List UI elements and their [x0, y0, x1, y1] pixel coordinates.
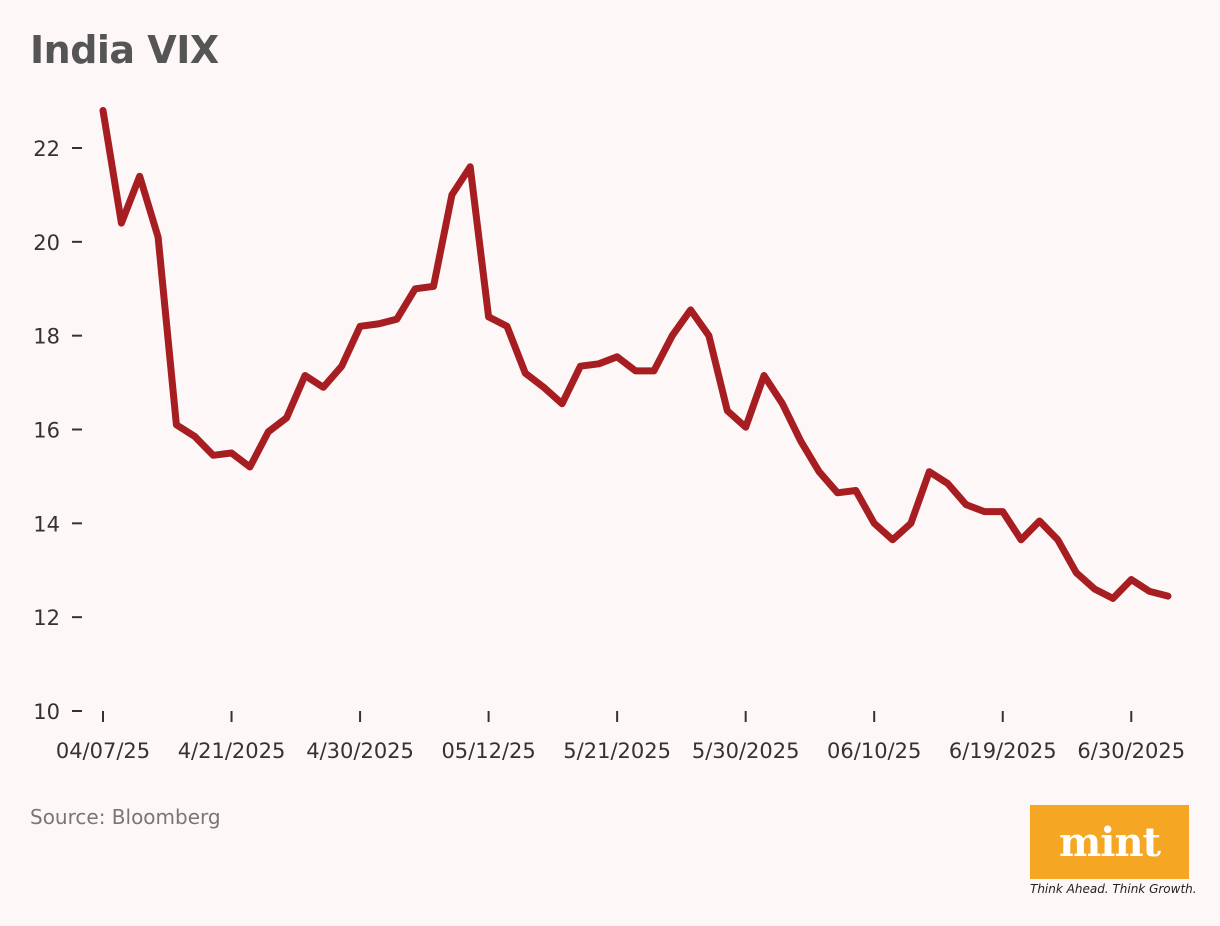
- y-tick-label: 22: [33, 137, 60, 161]
- line-chart: 10 12 14 16 18 20 22 04/07/25 4/21/2025 4/30/202…: [33, 107, 1185, 763]
- x-tick-label: 5/30/2025: [692, 739, 800, 763]
- mint-logo: mint: [1030, 805, 1189, 879]
- x-tick-label: 4/30/2025: [306, 739, 414, 763]
- series-line-india-vix: [99, 107, 1172, 602]
- source-note: Source: Bloomberg: [30, 805, 221, 829]
- y-tick-label: 16: [33, 419, 60, 443]
- x-tick-label: 05/12/25: [441, 739, 535, 763]
- y-tick-label: 12: [33, 606, 60, 630]
- chart-title: India VIX: [30, 28, 219, 72]
- logo-text: mint: [1058, 818, 1161, 866]
- x-tick-label: 04/07/25: [56, 739, 150, 763]
- y-tick-label: 14: [33, 512, 60, 536]
- y-tick-label: 20: [33, 231, 60, 255]
- logo-tagline: Think Ahead. Think Growth.: [1030, 882, 1197, 896]
- x-tick-label: 6/30/2025: [1077, 739, 1185, 763]
- x-tick-label: 6/19/2025: [949, 739, 1057, 763]
- x-tick-label: 5/21/2025: [563, 739, 671, 763]
- x-tick-label: 4/21/2025: [178, 739, 286, 763]
- x-tick-label: 06/10/25: [827, 739, 921, 763]
- y-tick-label: 10: [33, 700, 60, 724]
- x-axis: 04/07/25 4/21/2025 4/30/2025 05/12/25 5/21/2…: [56, 711, 1185, 763]
- series-group: [99, 107, 1172, 602]
- y-axis: 10 12 14 16 18 20 22: [33, 137, 82, 724]
- y-tick-label: 18: [33, 325, 60, 349]
